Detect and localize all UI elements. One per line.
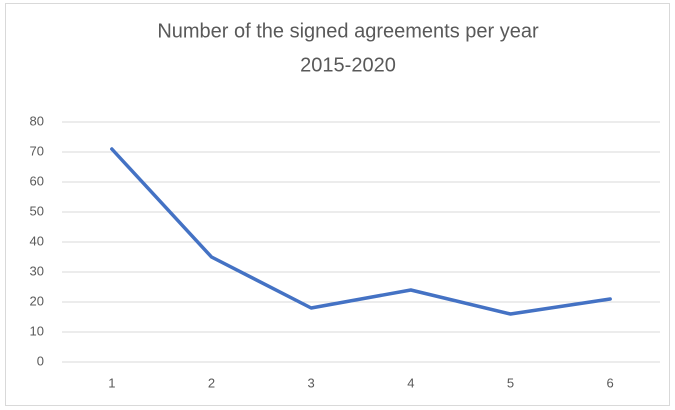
y-tick-label: 50 <box>30 203 44 218</box>
y-tick-label: 0 <box>37 353 44 368</box>
x-tick-label: 2 <box>208 375 215 390</box>
y-tick-label: 40 <box>30 233 44 248</box>
y-tick-label: 80 <box>30 113 44 128</box>
y-tick-label: 20 <box>30 293 44 308</box>
y-tick-label: 30 <box>30 263 44 278</box>
x-tick-label: 3 <box>308 375 315 390</box>
x-tick-label: 4 <box>407 375 414 390</box>
line-series <box>110 147 612 316</box>
chart-frame <box>5 3 670 406</box>
x-tick-label: 1 <box>108 375 115 390</box>
y-tick-label: 10 <box>30 323 44 338</box>
y-tick-label: 70 <box>30 143 44 158</box>
chart-title: Number of the signed agreements per year <box>157 20 539 42</box>
y-tick-label: 60 <box>30 173 44 188</box>
x-tick-label: 5 <box>507 375 514 390</box>
chart-subtitle: 2015-2020 <box>300 54 396 76</box>
x-tick-label: 6 <box>607 375 614 390</box>
